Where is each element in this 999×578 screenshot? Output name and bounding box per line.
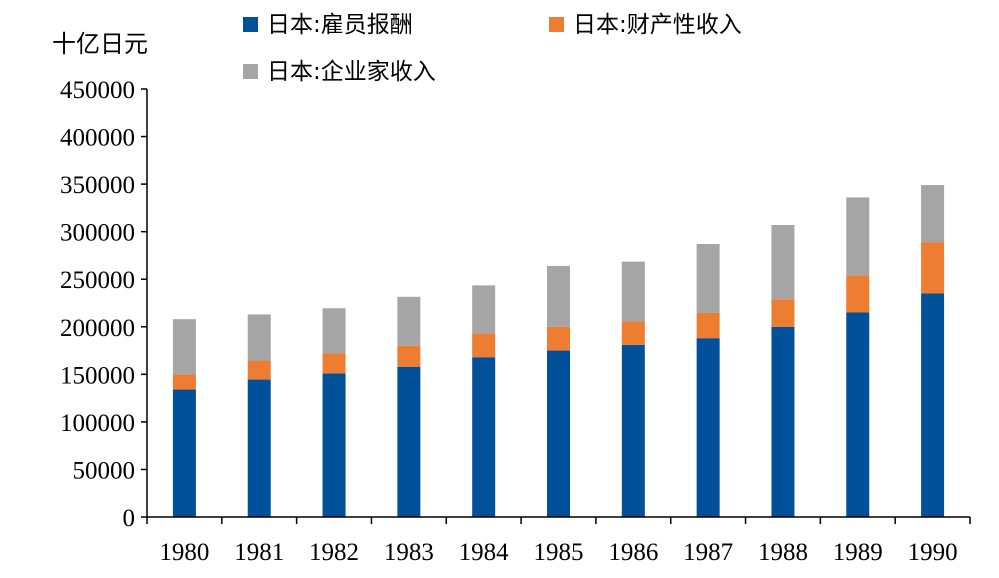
bar-segment-1981-series-1 bbox=[247, 379, 271, 517]
bar-segment-1983-series-3 bbox=[397, 296, 421, 346]
x-tick-label: 1986 bbox=[608, 539, 658, 566]
x-tick-label: 1981 bbox=[234, 539, 284, 566]
x-tick-label: 1982 bbox=[309, 539, 359, 566]
bar-segment-1985-series-2 bbox=[547, 326, 570, 351]
y-tick-label: 50000 bbox=[73, 457, 136, 484]
x-axis-ticks: 1980 1981 1982 1983 1984 1985 1986 1987 1988 1989… bbox=[146, 517, 971, 566]
bar-segment-1987-series-1 bbox=[696, 338, 720, 517]
y-axis-unit-label: 十亿日元 bbox=[52, 30, 148, 58]
axes bbox=[146, 89, 970, 518]
x-tick-label: 1984 bbox=[459, 539, 510, 566]
bars bbox=[172, 185, 945, 517]
bar-segment-1984-series-1 bbox=[472, 357, 496, 517]
bar-segment-1986-series-2 bbox=[621, 321, 645, 345]
bar-segment-1987-series-3 bbox=[696, 244, 720, 313]
bar-segment-1985-series-3 bbox=[547, 265, 570, 327]
bar-segment-1989-series-2 bbox=[846, 275, 870, 313]
bar-segment-1988-series-2 bbox=[771, 299, 795, 327]
bar-segment-1985-series-1 bbox=[547, 350, 570, 517]
y-tick-label: 300000 bbox=[60, 220, 135, 247]
x-tick-label: 1985 bbox=[534, 539, 584, 566]
y-tick-label: 150000 bbox=[60, 362, 135, 389]
bar-segment-1982-series-2 bbox=[322, 353, 346, 374]
bar-segment-1980-series-1 bbox=[172, 389, 196, 517]
x-tick-label: 1988 bbox=[758, 539, 808, 566]
legend-label-series-3: 日本:企业家收入 bbox=[267, 59, 436, 85]
y-tick-label: 350000 bbox=[60, 172, 135, 199]
x-tick-label: 1990 bbox=[908, 539, 958, 566]
bar-segment-1983-series-1 bbox=[397, 366, 421, 517]
y-tick-label: 100000 bbox=[60, 410, 135, 437]
y-tick-label: 0 bbox=[123, 505, 136, 532]
bar-segment-1986-series-3 bbox=[621, 261, 645, 322]
legend-swatch-series-2 bbox=[549, 17, 564, 32]
legend-swatch-series-1 bbox=[243, 17, 258, 32]
x-tick-label: 1980 bbox=[159, 539, 209, 566]
bar-segment-1990-series-1 bbox=[921, 293, 945, 517]
legend-label-series-1: 日本:雇员报酬 bbox=[267, 12, 413, 38]
bar-segment-1989-series-1 bbox=[846, 312, 870, 517]
bar-segment-1982-series-3 bbox=[322, 308, 346, 354]
bar-segment-1988-series-1 bbox=[771, 326, 795, 517]
bar-segment-1984-series-2 bbox=[472, 333, 496, 358]
bar-segment-1990-series-2 bbox=[921, 242, 945, 294]
x-tick-label: 1987 bbox=[683, 539, 733, 566]
bar-segment-1983-series-2 bbox=[397, 345, 421, 367]
bar-segment-1990-series-3 bbox=[921, 185, 945, 243]
bar-segment-1986-series-1 bbox=[621, 344, 645, 517]
bar-segment-1981-series-3 bbox=[247, 314, 271, 361]
bar-segment-1984-series-3 bbox=[472, 285, 496, 334]
legend-label-series-2: 日本:财产性收入 bbox=[573, 12, 742, 38]
bar-segment-1981-series-2 bbox=[247, 360, 271, 380]
bar-segment-1980-series-3 bbox=[172, 319, 196, 375]
x-tick-label: 1983 bbox=[384, 539, 434, 566]
bar-segment-1980-series-2 bbox=[172, 374, 196, 390]
bar-segment-1988-series-3 bbox=[771, 225, 795, 300]
bar-segment-1989-series-3 bbox=[846, 197, 870, 276]
bar-segment-1982-series-1 bbox=[322, 373, 346, 517]
x-tick-label: 1989 bbox=[833, 539, 883, 566]
y-tick-label: 400000 bbox=[60, 125, 135, 152]
y-tick-label: 250000 bbox=[60, 267, 135, 294]
bar-segment-1987-series-2 bbox=[696, 312, 720, 339]
legend-swatch-series-3 bbox=[243, 64, 258, 79]
y-tick-label: 450000 bbox=[60, 77, 135, 104]
y-tick-label: 200000 bbox=[60, 315, 135, 342]
y-axis-ticks: 0 50000 100000 150000 200000 250000 300000 3500… bbox=[60, 77, 147, 532]
